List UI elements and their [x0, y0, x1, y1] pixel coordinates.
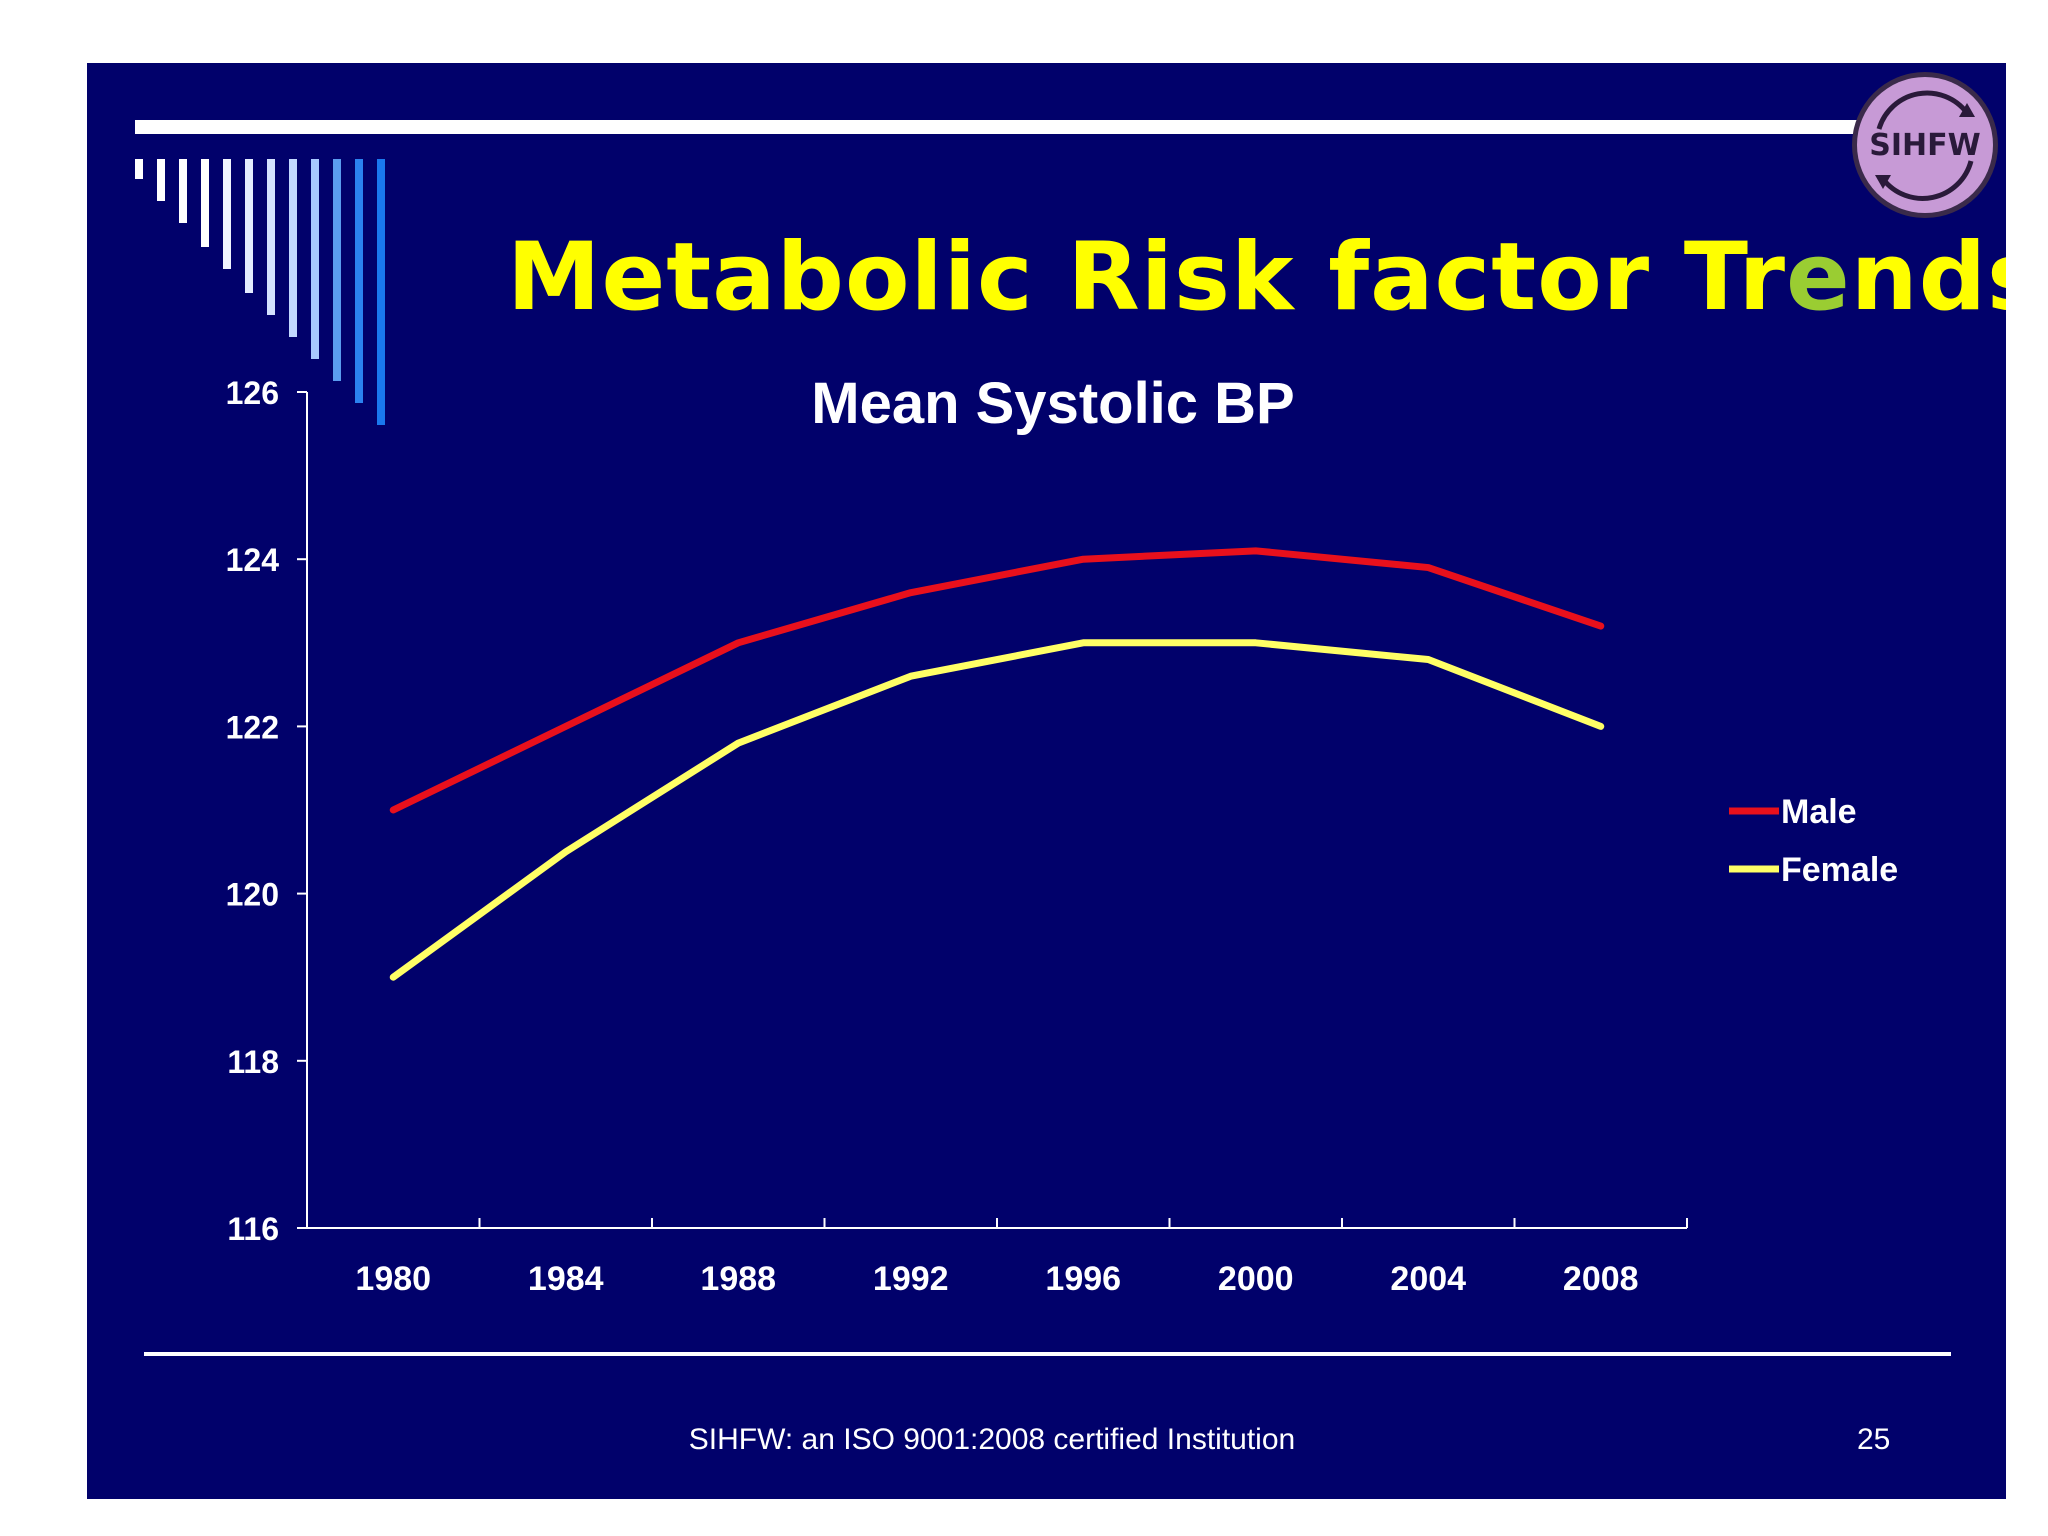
y-tick-label: 118 — [227, 1044, 279, 1080]
title-part: Metabolic Risk factor Tr — [507, 223, 1787, 332]
x-tick-label: 2004 — [1390, 1260, 1466, 1298]
y-tick-label: 124 — [226, 542, 280, 578]
slide: SIHFW Metabolic Risk factor Trends Mean … — [87, 63, 2006, 1499]
x-tick-label: 2008 — [1563, 1260, 1639, 1298]
page-title: Metabolic Risk factor Trends — [87, 223, 2006, 332]
footer-text: SIHFW: an ISO 9001:2008 certified Instit… — [688, 1423, 1296, 1456]
y-tick-label: 126 — [226, 375, 279, 411]
x-tick-label: 2000 — [1218, 1260, 1294, 1298]
line-chart: Mean Systolic BP 116 118 120 122 124 126 1980… — [226, 371, 1899, 1298]
y-tick-label: 116 — [227, 1211, 279, 1247]
y-tick-label: 120 — [226, 877, 279, 913]
title-part-end: nds — [1850, 223, 2006, 332]
x-tick-label: 1984 — [528, 1260, 604, 1298]
top-rule — [135, 120, 1915, 134]
series-line-male — [389, 547, 1605, 814]
x-tick-label: 1996 — [1045, 1260, 1121, 1298]
decorative-stripes — [135, 159, 385, 425]
x-tick-label: 1992 — [873, 1260, 949, 1298]
legend-label-male: Male — [1781, 793, 1857, 831]
title-highlight: e — [1786, 223, 1851, 332]
bottom-rule — [144, 1352, 1951, 1356]
y-tick-label: 122 — [226, 709, 279, 745]
sihfw-logo: SIHFW — [1852, 72, 1998, 218]
x-tick-label: 1980 — [355, 1260, 431, 1298]
logo-text: SIHFW — [1869, 128, 1980, 163]
x-tick-label: 1988 — [700, 1260, 776, 1298]
chart-title: Mean Systolic BP — [811, 371, 1294, 436]
legend-label-female: Female — [1781, 851, 1898, 889]
series-line-female — [389, 639, 1605, 981]
page-number: 25 — [1857, 1423, 1891, 1456]
